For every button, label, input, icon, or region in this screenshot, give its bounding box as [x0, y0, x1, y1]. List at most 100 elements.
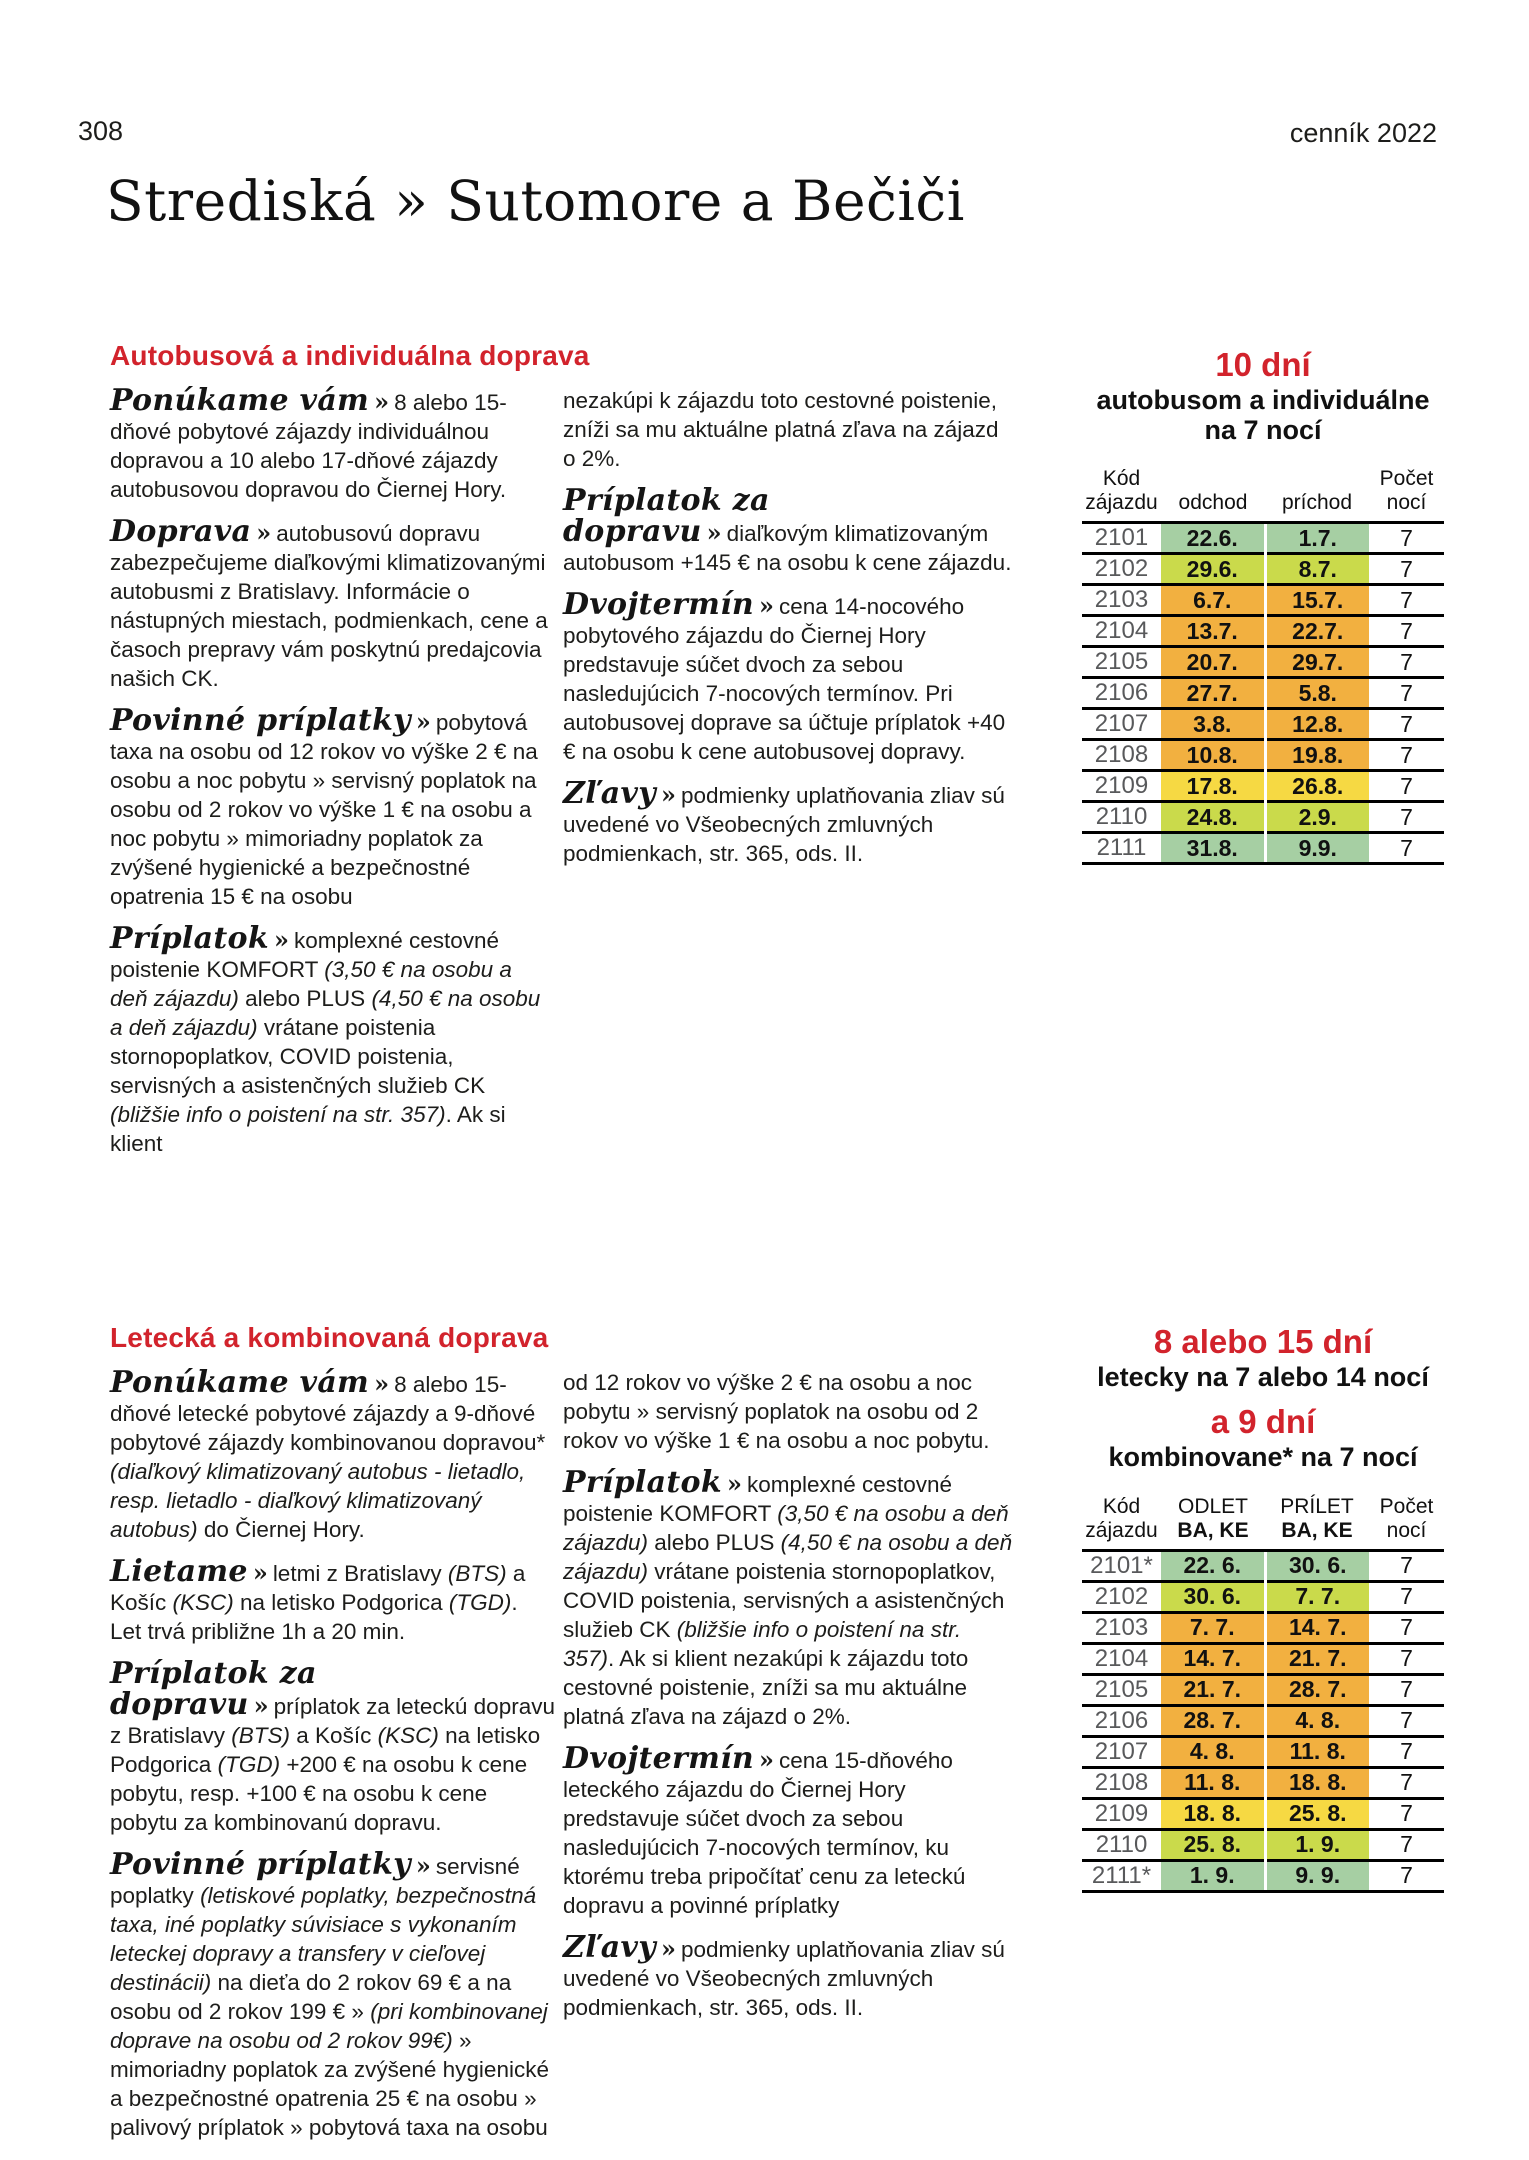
paragraph-lead: Lietame	[110, 1554, 248, 1589]
table-row: 2105 20.7. 29.7. 7	[1082, 645, 1444, 678]
nights-count: 7	[1369, 769, 1444, 802]
arrival-date: 11. 8.	[1263, 1734, 1369, 1767]
table-row: 2108 10.8. 19.8. 7	[1082, 738, 1444, 771]
paragraph: Povinné príplatky» pobytová taxa na osobu…	[110, 706, 550, 911]
arrival-date: 12.8.	[1263, 707, 1369, 740]
table-row: 2110 24.8. 2.9. 7	[1082, 800, 1444, 833]
departure-date: 6.7.	[1161, 583, 1265, 616]
chevron-separator: »	[759, 591, 775, 620]
bus-column-middle: nezakúpi k zájazdu toto cestovné poisten…	[563, 386, 1013, 881]
nights-count: 7	[1369, 1641, 1444, 1674]
edition-label: cenník 2022	[1289, 118, 1437, 148]
table-title-duration: 8 alebo 15 dní	[1153, 1323, 1373, 1360]
table-row: 2107 4. 8. 11. 8. 7	[1082, 1734, 1444, 1767]
arrival-date: 25. 8.	[1263, 1796, 1369, 1829]
arrival-date: 26.8.	[1263, 769, 1369, 802]
arrival-date: 19.8.	[1263, 738, 1369, 771]
nights-count: 7	[1369, 521, 1444, 554]
chevron-separator: »	[256, 518, 272, 547]
paragraph: od 12 rokov vo výške 2 € na osobu a noc …	[563, 1368, 1013, 1455]
table-row: 2106 28. 7. 4. 8. 7	[1082, 1703, 1444, 1736]
paragraph-lead: Príplatok	[110, 921, 269, 956]
nights-count: 7	[1369, 1579, 1444, 1612]
paragraph-body: cena 14-nocového pobytového zájazdu do Č…	[563, 594, 1006, 764]
paragraph: Ponúkame vám» 8 alebo 15-dňové letecké po…	[110, 1365, 546, 1543]
table-row: 2105 21. 7. 28. 7. 7	[1082, 1672, 1444, 1705]
header-nights: Počet nocí	[1379, 467, 1434, 514]
paragraph-body: nezakúpi k zájazdu toto cestovné poisten…	[563, 388, 999, 471]
paragraph-lead: Zľavy	[563, 1930, 656, 1965]
tour-code: 2104	[1082, 1641, 1161, 1674]
arrival-date: 5.8.	[1263, 676, 1369, 709]
table-row: 2103 6.7. 15.7. 7	[1082, 583, 1444, 616]
page-number: 308	[78, 116, 124, 146]
chevron-separator: »	[415, 707, 431, 736]
nights-count: 7	[1369, 645, 1444, 678]
tour-code: 2111*	[1082, 1858, 1161, 1893]
tour-code: 2110	[1082, 800, 1161, 833]
chevron-separator: »	[374, 1369, 390, 1398]
arrival-date: 18. 8.	[1263, 1765, 1369, 1798]
header-arrival-flight: PRÍLET BA, KE	[1280, 1494, 1354, 1542]
table-row: 2104 13.7. 22.7. 7	[1082, 614, 1444, 647]
nights-count: 7	[1369, 800, 1444, 833]
departure-date: 1. 9.	[1161, 1858, 1265, 1893]
paragraph-body: pobytová taxa na osobu od 12 rokov vo vý…	[110, 710, 538, 909]
arrival-date: 8.7.	[1263, 552, 1369, 585]
header-tour-code: Kód zájazdu	[1085, 1494, 1158, 1542]
tour-code: 2106	[1082, 676, 1161, 709]
tour-code: 2101	[1082, 521, 1161, 554]
departure-date: 20.7.	[1161, 645, 1265, 678]
departure-date: 22.6.	[1161, 521, 1265, 554]
nights-count: 7	[1369, 1796, 1444, 1829]
tour-code: 2101*	[1082, 1548, 1161, 1581]
tour-code: 2108	[1082, 1765, 1161, 1798]
table-row: 2108 11. 8. 18. 8. 7	[1082, 1765, 1444, 1798]
air-column-middle: od 12 rokov vo výške 2 € na osobu a noc …	[563, 1368, 1013, 2035]
arrival-date: 1.7.	[1263, 521, 1369, 554]
nights-count: 7	[1369, 738, 1444, 771]
bus-column-left: Ponúkame vám» 8 alebo 15-dňové pobytové z…	[110, 386, 550, 1171]
chevron-separator: »	[374, 387, 390, 416]
departure-date: 13.7.	[1161, 614, 1265, 647]
header-departure-flight: ODLET BA, KE	[1177, 1494, 1249, 1542]
tour-code: 2105	[1082, 1672, 1161, 1705]
header-arrival: príchod	[1281, 491, 1353, 514]
arrival-date: 4. 8.	[1263, 1703, 1369, 1736]
departure-date: 11. 8.	[1161, 1765, 1265, 1798]
arrival-date: 14. 7.	[1263, 1610, 1369, 1643]
arrival-date: 2.9.	[1263, 800, 1369, 833]
tour-code: 2108	[1082, 738, 1161, 771]
table-row: 2111 31.8. 9.9. 7	[1082, 831, 1444, 865]
nights-count: 7	[1369, 1703, 1444, 1736]
nights-count: 7	[1369, 1765, 1444, 1798]
nights-count: 7	[1369, 707, 1444, 740]
table-header-row: Kód zájazdu ODLET BA, KE PRÍLET BA, KE Poče…	[1082, 1486, 1444, 1550]
arrival-date: 22.7.	[1263, 614, 1369, 647]
departure-date: 29.6.	[1161, 552, 1265, 585]
paragraph-body: diaľkovým klimatizovaným autobusom +145 …	[563, 521, 1012, 575]
paragraph-lead: Príplatok za dopravu	[563, 483, 770, 549]
header-tour-code: Kód zájazdu	[1085, 467, 1158, 514]
chevron-separator: »	[415, 1851, 431, 1880]
chevron-separator: »	[759, 1745, 775, 1774]
departure-date: 31.8.	[1161, 831, 1265, 865]
header-nights: Počet nocí	[1379, 1494, 1434, 1542]
table-header-row: Kód zájazdu odchod príchod Počet nocí	[1082, 467, 1444, 523]
air-column-left: Ponúkame vám» 8 alebo 15-dňové letecké po…	[110, 1368, 555, 2155]
departure-date: 14. 7.	[1161, 1641, 1265, 1674]
paragraph: Doprava» autobusovú dopravu zabezpečujeme…	[110, 517, 550, 693]
paragraph: Príplatok» komplexné cestovné poistenie K…	[563, 1465, 1013, 1730]
tour-code: 2106	[1082, 1703, 1161, 1736]
paragraph-body: 8 alebo 15-dňové pobytové zájazdy indivi…	[110, 390, 507, 502]
section-heading-air: Letecká a kombinovaná doprava	[110, 1322, 549, 1353]
paragraph-lead: Povinné príplatky	[110, 1847, 411, 1882]
nights-count: 7	[1369, 583, 1444, 616]
departure-date: 18. 8.	[1161, 1796, 1265, 1829]
tour-code: 2107	[1082, 707, 1161, 740]
paragraph-body: cena 15-dňového leteckého zájazdu do Čie…	[563, 1748, 966, 1918]
tour-code: 2103	[1082, 1610, 1161, 1643]
paragraph-body: podmienky uplatňovania zliav sú uvedené …	[563, 1937, 1005, 2020]
nights-count: 7	[1369, 1734, 1444, 1767]
departure-date: 30. 6.	[1161, 1579, 1265, 1612]
